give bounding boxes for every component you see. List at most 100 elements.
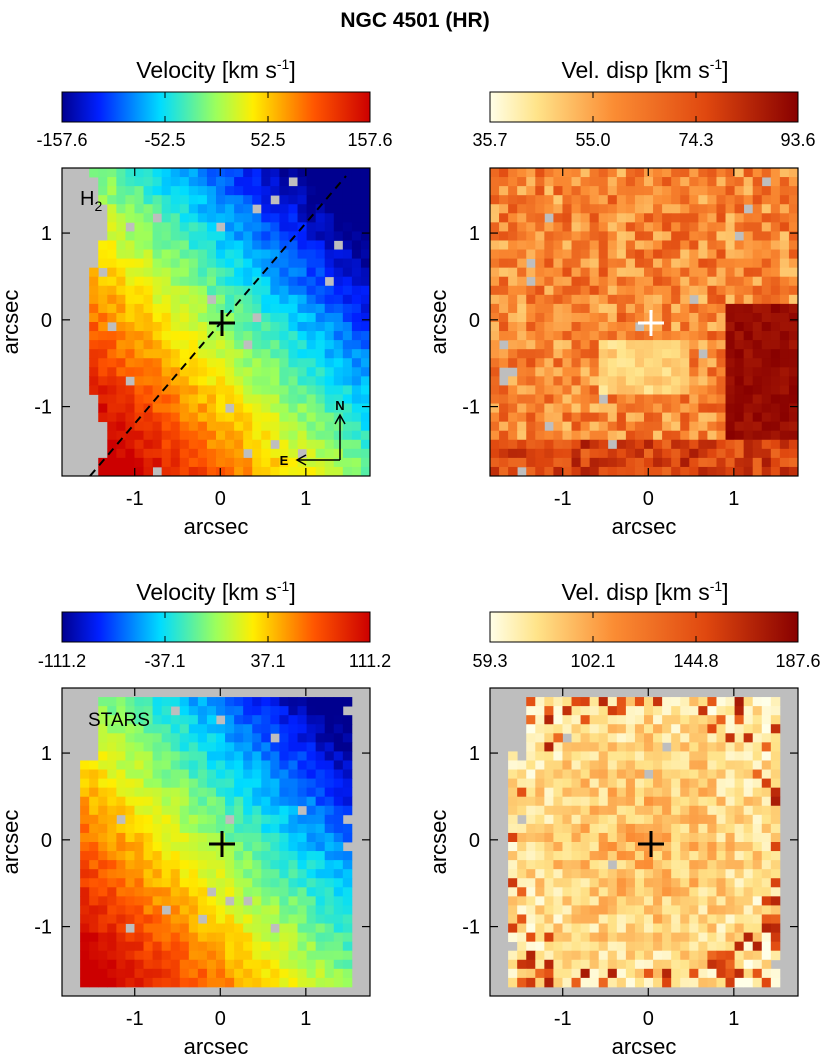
voronoi-bin	[562, 887, 572, 897]
voronoi-bin	[143, 832, 153, 843]
voronoi-bin	[517, 869, 527, 879]
voronoi-bin	[734, 258, 745, 269]
voronoi-bin	[788, 367, 799, 377]
voronoi-bin	[598, 823, 609, 834]
voronoi-bin	[707, 421, 717, 432]
voronoi-bin	[161, 751, 172, 761]
voronoi-bin	[116, 331, 126, 341]
voronoi-bin	[598, 439, 609, 450]
voronoi-bin	[324, 394, 335, 404]
voronoi-bin	[544, 823, 554, 834]
voronoi-bin	[761, 887, 772, 897]
voronoi-bin	[261, 842, 271, 852]
voronoi-bin	[252, 439, 262, 450]
voronoi-bin	[234, 376, 244, 386]
voronoi-bin	[188, 448, 199, 459]
voronoi-bin	[297, 285, 307, 296]
voronoi-bin	[270, 706, 280, 716]
voronoi-bin	[333, 887, 344, 897]
voronoi-bin	[752, 878, 763, 888]
voronoi-bin	[752, 430, 763, 441]
voronoi-bin	[625, 231, 636, 241]
voronoi-bin	[607, 842, 618, 852]
voronoi-bin	[625, 860, 636, 870]
voronoi-bin	[779, 439, 790, 450]
voronoi-bin	[734, 796, 745, 807]
voronoi-bin	[188, 697, 199, 707]
voronoi-bin	[680, 312, 690, 323]
voronoi-bin	[297, 733, 307, 743]
voronoi-bin	[544, 231, 554, 241]
voronoi-bin	[134, 715, 144, 725]
voronoi-bin	[288, 733, 298, 743]
voronoi-bin	[662, 312, 672, 323]
voronoi-bin	[770, 796, 781, 807]
voronoi-bin	[553, 276, 563, 287]
voronoi-bin	[535, 715, 545, 725]
voronoi-bin	[770, 331, 781, 341]
voronoi-bin	[743, 905, 754, 915]
voronoi-bin	[644, 914, 654, 924]
voronoi-bin	[517, 204, 527, 214]
voronoi-bin	[125, 896, 135, 906]
voronoi-bin	[698, 249, 708, 259]
voronoi-bin	[707, 823, 717, 834]
voronoi-bin	[297, 959, 307, 970]
voronoi-bin	[698, 733, 708, 743]
voronoi-bin	[571, 322, 581, 332]
voronoi-bin	[315, 724, 326, 734]
map-frame	[489, 687, 799, 997]
voronoi-bin	[707, 851, 717, 861]
voronoi-bin	[634, 439, 645, 450]
voronoi-bin	[125, 195, 135, 205]
voronoi-bin	[161, 977, 172, 988]
voronoi-bin	[662, 358, 672, 368]
voronoi-bin	[261, 204, 271, 214]
voronoi-bin	[288, 240, 298, 250]
voronoi-bin	[625, 258, 636, 269]
voronoi-bin	[734, 276, 745, 287]
voronoi-bin	[634, 869, 645, 879]
voronoi-bin	[342, 950, 353, 961]
voronoi-bin	[490, 213, 500, 223]
voronoi-bin	[725, 240, 735, 250]
voronoi-bin	[161, 959, 172, 970]
voronoi-bin	[761, 448, 772, 459]
voronoi-bin	[662, 195, 672, 205]
voronoi-bin	[152, 430, 163, 441]
voronoi-bin	[752, 240, 763, 250]
voronoi-bin	[98, 294, 108, 305]
voronoi-bin	[116, 896, 126, 906]
voronoi-bin	[644, 285, 654, 296]
voronoi-bin	[252, 724, 262, 734]
voronoi-bin	[734, 358, 745, 368]
voronoi-bin	[752, 851, 763, 861]
voronoi-bin	[580, 769, 591, 779]
voronoi-bin	[80, 860, 90, 870]
voronoi-bin	[634, 796, 645, 807]
voronoi-bin	[689, 832, 699, 843]
voronoi-bin	[598, 869, 609, 879]
voronoi-bin	[544, 403, 554, 413]
voronoi-bin	[188, 742, 199, 752]
voronoi-bin	[725, 439, 735, 450]
voronoi-bin	[526, 860, 536, 870]
voronoi-bin	[653, 860, 663, 870]
voronoi-bin	[598, 276, 609, 287]
voronoi-bin	[234, 823, 244, 834]
voronoi-bin	[580, 869, 591, 879]
voronoi-bin	[770, 421, 781, 432]
voronoi-bin	[342, 340, 353, 350]
voronoi-bin	[725, 923, 735, 933]
voronoi-bin	[234, 760, 244, 770]
voronoi-bin	[197, 376, 208, 386]
voronoi-bin	[662, 769, 672, 779]
voronoi-bin	[680, 805, 690, 816]
voronoi-bin	[607, 340, 618, 350]
voronoi-bin	[499, 258, 509, 269]
voronoi-bin	[734, 240, 745, 250]
voronoi-bin	[607, 385, 618, 395]
voronoi-bin	[671, 959, 681, 970]
voronoi-bin	[544, 887, 554, 897]
voronoi-bin	[125, 796, 135, 807]
